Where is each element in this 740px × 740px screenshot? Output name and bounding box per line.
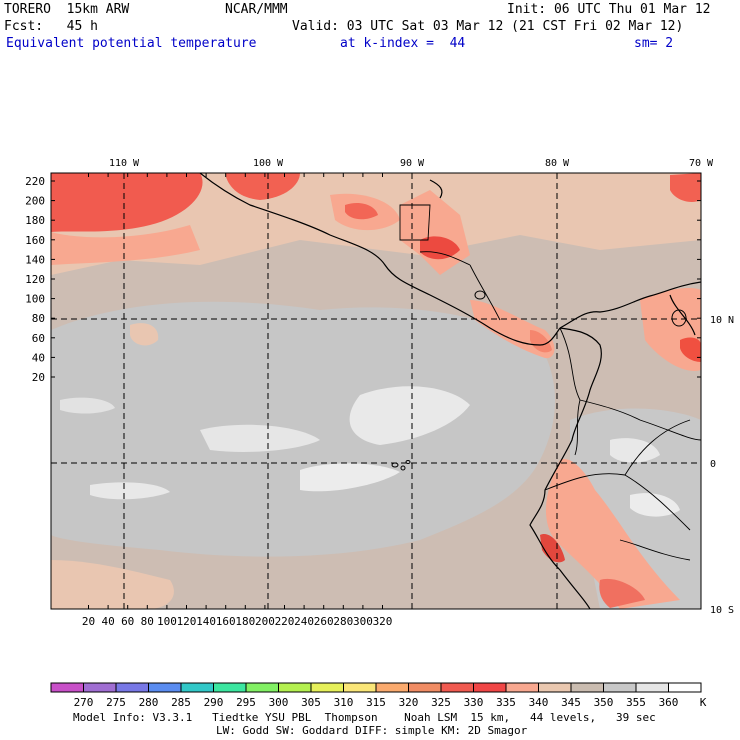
longitude-labels: 110 W 100 W 90 W 80 W 70 W: [109, 158, 714, 169]
graticule: [51, 173, 701, 609]
x-tick-label: 120: [177, 615, 197, 628]
y-tick-label: 140: [25, 253, 45, 266]
latitude-label: 10 N: [710, 315, 734, 326]
colorbar-swatch: [51, 683, 84, 692]
y-tick-label: 180: [25, 214, 45, 227]
longitude-label: 100 W: [253, 158, 284, 169]
map-frame: [50, 172, 702, 610]
y-tick-label: 120: [25, 273, 45, 286]
colorbar-label: 330: [464, 696, 484, 709]
colorbar-swatch: [408, 683, 442, 692]
colorbar-label: 345: [561, 696, 581, 709]
center-name: NCAR/MMM: [225, 2, 288, 17]
colorbar-swatch: [668, 683, 702, 692]
y-tick-label: 60: [32, 332, 45, 345]
colorbar-swatch: [278, 683, 312, 692]
borders: [399, 204, 701, 561]
latitude-label: 10 S: [710, 605, 734, 616]
x-tick-label: 200: [255, 615, 275, 628]
x-tick-label: 80: [141, 615, 154, 628]
y-axis: 220 200 180 160 140 120 100 80 60 40 20: [25, 175, 701, 384]
colorbar-label: 280: [139, 696, 159, 709]
colorbar-label: 320: [399, 696, 419, 709]
latitude-label: 0: [710, 459, 716, 470]
colorbar-swatch: [603, 683, 637, 692]
y-tick-label: 200: [25, 195, 45, 208]
y-tick-label: 40: [32, 351, 45, 364]
x-axis: 20 40 60 80 100 120 140 160 180 200 220 240 260 280 30…: [82, 173, 393, 628]
colorbar-swatch: [538, 683, 572, 692]
y-tick-label: 220: [25, 175, 45, 188]
physics-info: LW: Godd SW: Goddard DIFF: simple KM: 2D…: [216, 724, 528, 737]
y-tick-label: 100: [25, 293, 45, 306]
longitude-label: 80 W: [545, 158, 570, 169]
forecast-hour: Fcst: 45 h: [4, 19, 98, 34]
x-tick-label: 60: [121, 615, 134, 628]
colorbar-label: 335: [496, 696, 516, 709]
colorbar-label: 355: [626, 696, 646, 709]
x-tick-label: 160: [216, 615, 236, 628]
colorbar-swatch: [116, 683, 149, 692]
smoothing-label: sm= 2: [634, 36, 674, 51]
x-tick-label: 260: [314, 615, 334, 628]
valid-time: Valid: 03 UTC Sat 03 Mar 12 (21 CST Fri …: [292, 19, 684, 34]
colorbar-swatch: [473, 683, 507, 692]
colorbar-label: 275: [106, 696, 126, 709]
colorbar-swatch: [148, 683, 182, 692]
y-tick-label: 20: [32, 371, 45, 384]
colorbar-unit: K: [700, 696, 707, 709]
colorbar-swatch: [213, 683, 247, 692]
colorbar-swatch: [506, 683, 539, 692]
colorbar-label: 285: [171, 696, 191, 709]
x-tick-label: 40: [101, 615, 114, 628]
colorbar-swatch: [441, 683, 474, 692]
colorbar-swatch: [311, 683, 344, 692]
colorbar-label: 340: [529, 696, 549, 709]
colorbar-label: 350: [594, 696, 614, 709]
colorbar-swatch: [343, 683, 377, 692]
x-tick-label: 140: [196, 615, 216, 628]
colorbar-swatch: [376, 683, 409, 692]
y-tick-label: 160: [25, 234, 45, 247]
x-tick-label: 300: [353, 615, 373, 628]
x-tick-label: 100: [157, 615, 177, 628]
colorbar-label: 270: [74, 696, 94, 709]
colorbar-label: 360: [659, 696, 679, 709]
model-name: TORERO 15km ARW: [4, 2, 130, 17]
colorbar-swatch: [246, 683, 279, 692]
colorbar: 270 275 280 285 290 295 300 305 310 315 320 325 330 3…: [50, 682, 707, 709]
colorbar-label: 325: [431, 696, 451, 709]
colorbar-swatch: [181, 683, 214, 692]
latitude-labels: 10 N 0 10 S: [710, 315, 734, 616]
colorbar-swatch: [571, 683, 604, 692]
islands: [391, 290, 687, 471]
x-tick-label: 20: [82, 615, 95, 628]
y-tick-label: 80: [32, 312, 45, 325]
x-tick-label: 220: [275, 615, 295, 628]
colorbar-label: 290: [204, 696, 224, 709]
model-info: Model Info: V3.3.1 Tiedtke YSU PBL Thomp…: [73, 711, 656, 724]
colorbar-swatch: [83, 683, 117, 692]
longitude-label: 110 W: [109, 158, 140, 169]
temperature-field: [51, 173, 701, 609]
x-tick-label: 320: [373, 615, 393, 628]
colorbar-label: 310: [334, 696, 354, 709]
colorbar-swatch: [636, 683, 669, 692]
level-label: at k-index = 44: [340, 36, 466, 51]
longitude-label: 90 W: [400, 158, 425, 169]
field-name: Equivalent potential temperature: [6, 36, 257, 51]
longitude-label: 70 W: [689, 158, 714, 169]
init-time: Init: 06 UTC Thu 01 Mar 12: [507, 2, 711, 17]
colorbar-label: 305: [301, 696, 321, 709]
colorbar-label: 300: [269, 696, 289, 709]
x-tick-label: 240: [294, 615, 314, 628]
x-tick-label: 180: [235, 615, 255, 628]
colorbar-label: 295: [236, 696, 256, 709]
colorbar-label: 315: [366, 696, 386, 709]
x-tick-label: 280: [333, 615, 353, 628]
